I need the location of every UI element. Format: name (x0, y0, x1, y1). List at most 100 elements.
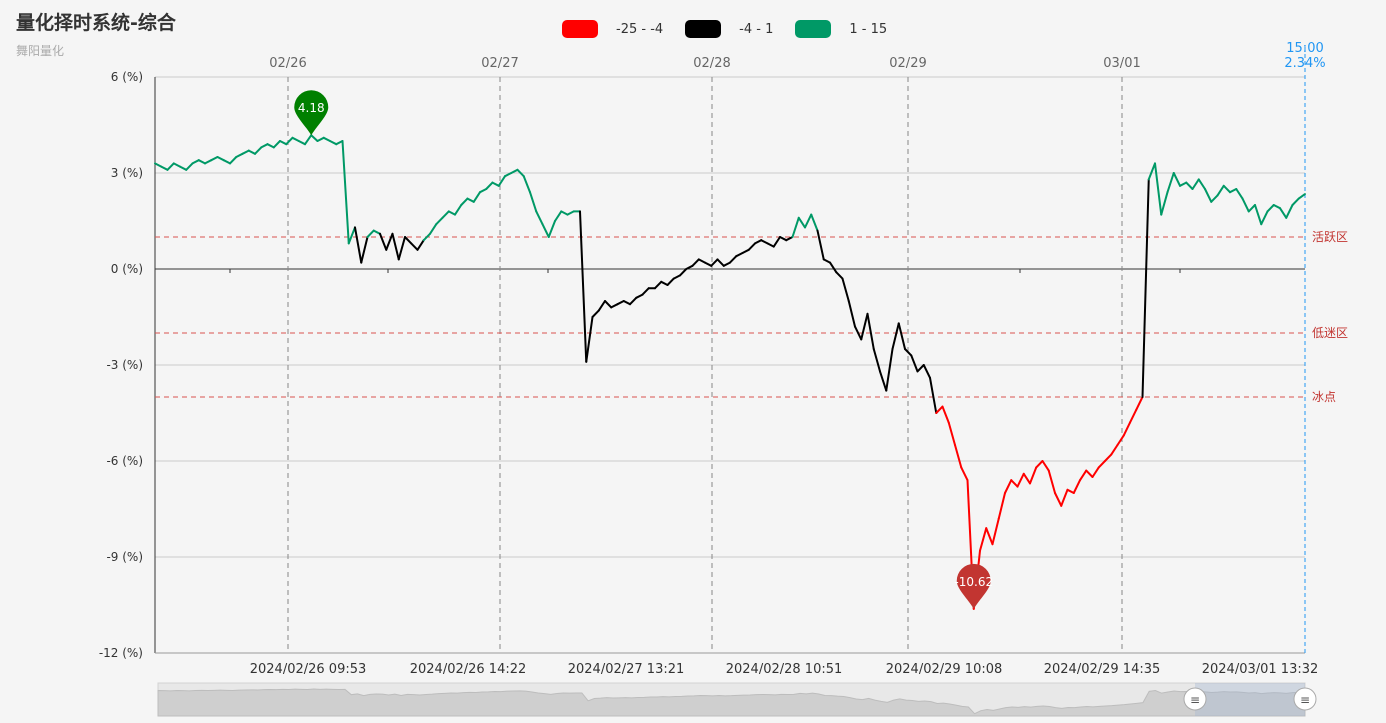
series-segment (1204, 188, 1213, 203)
series-segment (1210, 194, 1219, 203)
series-segment (1197, 178, 1206, 190)
series-segment (1172, 172, 1181, 187)
top-date-label: 02/28 (693, 56, 730, 71)
datazoom-right-handle[interactable] (1293, 687, 1317, 711)
top-date-label: 02/29 (889, 56, 926, 71)
legend-item-green[interactable]: 1 - 15 (795, 20, 887, 38)
series-segment (547, 220, 556, 238)
series-segment (1241, 197, 1250, 213)
series-segment (1091, 466, 1100, 478)
series-segment (1260, 210, 1269, 226)
series-segment (260, 143, 269, 149)
legend-label-black: -4 - 1 (739, 21, 774, 37)
series-segment (372, 229, 381, 235)
series-segment (1154, 162, 1163, 216)
series-segment (516, 168, 525, 178)
series-segment (1060, 488, 1069, 507)
series-segment (985, 527, 994, 546)
series-segment (304, 134, 313, 146)
series-segment (847, 300, 856, 328)
series-segment (497, 175, 506, 187)
series-segment (479, 188, 488, 194)
legend-label-red: -25 - -4 (616, 21, 664, 37)
chart-title: 量化择时系统-综合 (16, 12, 176, 34)
mark-point-label: 4.18 (298, 101, 325, 115)
datazoom-preview-area (157, 688, 1306, 717)
bottom-time-label: 2024/03/01 13:32 (1202, 662, 1319, 677)
series-segment (947, 421, 956, 446)
legend: -25 - -4 -4 - 1 1 - 15 (562, 20, 909, 38)
legend-item-black[interactable]: -4 - 1 (685, 20, 773, 38)
series-segment (454, 204, 463, 216)
series-segment (816, 229, 825, 261)
legend-item-red[interactable]: -25 - -4 (562, 20, 663, 38)
series-segment (541, 223, 550, 238)
series-segment (1029, 466, 1038, 485)
series-segment (441, 210, 450, 219)
series-segment (729, 255, 738, 264)
series-segment (954, 444, 963, 469)
series-segment (1010, 479, 1019, 488)
series-segment (1054, 492, 1063, 507)
y-tick-label: -6 (%) (106, 454, 143, 468)
series-segment (735, 252, 744, 258)
series-segment (635, 293, 644, 299)
series-segment (504, 172, 513, 178)
series-segment (1179, 181, 1188, 187)
series-segment (629, 296, 638, 306)
mark-line-label: 冰点 (1312, 390, 1336, 404)
series-segment (347, 226, 356, 245)
series-segment (941, 405, 950, 424)
series-segment (472, 191, 481, 203)
series-segment (291, 136, 300, 142)
bottom-time-label: 2024/02/26 14:22 (410, 662, 527, 677)
series-segment (460, 197, 469, 206)
series-segment (979, 527, 988, 552)
series-segment (1247, 204, 1256, 213)
series-segment (166, 162, 175, 171)
series-segment (1222, 184, 1231, 194)
bottom-time-label: 2024/02/26 09:53 (250, 662, 367, 677)
series-segment (779, 236, 788, 242)
series-segment (1191, 178, 1200, 190)
series-segment (829, 261, 838, 274)
series-segment (510, 168, 519, 174)
series-segment (866, 312, 875, 350)
datazoom-left-handle[interactable] (1183, 687, 1207, 711)
series-segment (785, 236, 794, 242)
series-segment (991, 517, 1000, 546)
series-segment (566, 210, 575, 216)
series-segment (916, 364, 925, 373)
series-segment (804, 213, 813, 229)
bottom-time-label: 2024/02/28 10:51 (726, 662, 843, 677)
series-segment (385, 232, 394, 251)
series-segment (1147, 162, 1156, 181)
series-segment (747, 242, 756, 251)
series-segment (316, 136, 325, 142)
series-segment (1266, 204, 1275, 213)
series-segment (1229, 188, 1238, 194)
series-segment (1272, 204, 1281, 210)
series-segment (591, 309, 600, 318)
mark-line-label: 活跃区 (1312, 230, 1348, 244)
top-date-label: 02/26 (269, 56, 306, 71)
series-segment (722, 261, 731, 267)
series-segment (835, 271, 844, 280)
series-segment (1160, 191, 1169, 216)
pointer-value-label: 2.34% (1284, 56, 1325, 71)
series-segment (610, 303, 619, 309)
series-segment (429, 223, 438, 235)
series-segment (1072, 479, 1081, 494)
series-segment (241, 149, 250, 155)
mark-point-pin (956, 563, 991, 609)
series-segment (279, 140, 288, 146)
series-segment (491, 181, 500, 187)
series-segment (391, 232, 400, 261)
legend-swatch-black (685, 20, 722, 38)
series-segment (1085, 469, 1094, 478)
datazoom-handle-grip-icon: ≡ (1190, 693, 1200, 707)
y-tick-label: -12 (%) (99, 646, 143, 660)
series-segment (879, 370, 888, 392)
series-segment (1185, 181, 1194, 190)
series-segment (766, 242, 775, 248)
